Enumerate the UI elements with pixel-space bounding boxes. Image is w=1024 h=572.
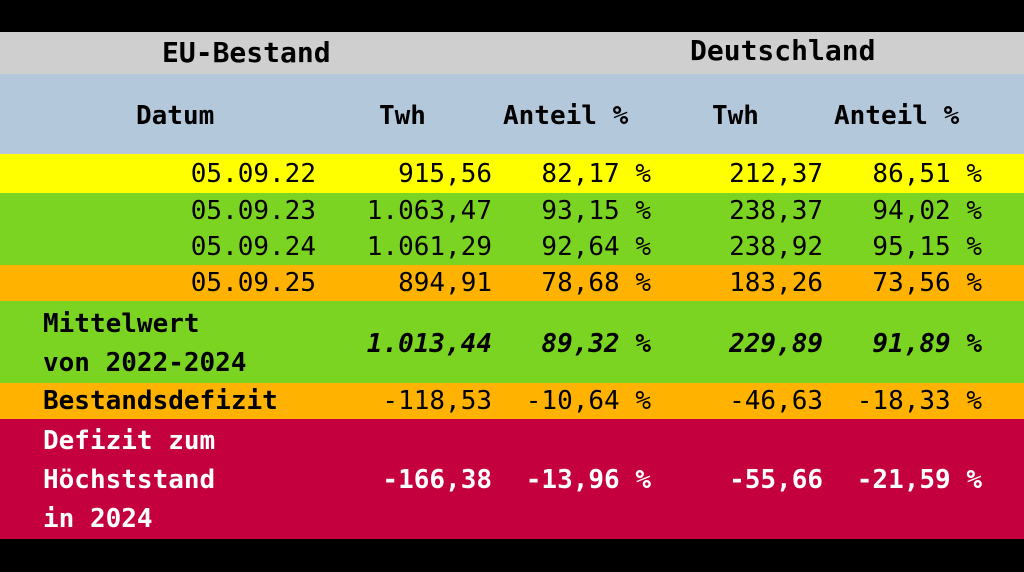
- col-header-twh-de: Twh: [712, 101, 759, 131]
- row-2024-eu-twh: 1.061,29: [366, 232, 492, 262]
- col-header-share-de: Anteil %: [834, 101, 960, 131]
- peak-deficit-eu-pct: -13,96 %: [525, 465, 651, 495]
- row-2025-eu-twh: 894,91: [398, 268, 492, 298]
- mean-label-line2: von 2022-2024: [43, 348, 247, 378]
- col-header-twh-eu: Twh: [379, 101, 426, 131]
- col-header-date: Datum: [136, 101, 215, 131]
- row-band-2025: [0, 265, 1024, 301]
- row-band-2023-2024: [0, 193, 1024, 265]
- mean-label-line1: Mittelwert: [43, 309, 200, 339]
- row-2024-date: 05.09.24: [190, 232, 316, 262]
- row-2024-de-twh: 238,92: [729, 232, 823, 262]
- mean-band: [0, 301, 1024, 383]
- deficit-eu-pct: -10,64 %: [525, 386, 651, 416]
- col-header-share-eu: Anteil %: [503, 101, 629, 131]
- peak-deficit-de-pct: -21,59 %: [856, 465, 982, 495]
- peak-deficit-eu-twh: -166,38: [382, 465, 492, 495]
- row-2023-de-twh: 238,37: [729, 196, 823, 226]
- row-2024-eu-pct: 92,64 %: [541, 232, 651, 262]
- mean-de-pct: 91,89 %: [872, 329, 982, 359]
- row-2024-de-pct: 95,15 %: [872, 232, 982, 262]
- de-title: Deutschland: [690, 34, 876, 67]
- deficit-eu-twh: -118,53: [382, 386, 492, 416]
- row-2025-eu-pct: 78,68 %: [541, 268, 651, 298]
- mean-de-twh: 229,89: [729, 329, 823, 359]
- row-2022-eu-twh: 915,56: [398, 159, 492, 189]
- row-2023-eu-pct: 93,15 %: [541, 196, 651, 226]
- row-2023-eu-twh: 1.063,47: [366, 196, 492, 226]
- row-2022-date: 05.09.22: [190, 159, 316, 189]
- column-header-band: [0, 74, 1024, 154]
- row-2022-eu-pct: 82,17 %: [541, 159, 651, 189]
- row-2022-de-pct: 86,51 %: [872, 159, 982, 189]
- mean-eu-pct: 89,32 %: [541, 329, 651, 359]
- peak-deficit-band: [0, 419, 1024, 539]
- row-band-2022: [0, 154, 1024, 193]
- deficit-de-pct: -18,33 %: [856, 386, 982, 416]
- peak-deficit-label-line1: Defizit zum: [43, 426, 216, 456]
- peak-deficit-label-line3: in 2024: [43, 504, 153, 534]
- deficit-de-twh: -46,63: [729, 386, 823, 416]
- row-2022-de-twh: 212,37: [729, 159, 823, 189]
- row-2025-date: 05.09.25: [190, 268, 316, 298]
- peak-deficit-de-twh: -55,66: [729, 465, 823, 495]
- mean-eu-twh: 1.013,44: [366, 329, 492, 359]
- deficit-label: Bestandsdefizit: [43, 386, 278, 416]
- deficit-band: [0, 383, 1024, 419]
- peak-deficit-label-line2: Höchststand: [43, 465, 216, 495]
- row-2023-de-pct: 94,02 %: [872, 196, 982, 226]
- eu-title: EU-Bestand: [162, 36, 331, 69]
- header-band: [0, 32, 1024, 74]
- row-2025-de-pct: 73,56 %: [872, 268, 982, 298]
- row-2023-date: 05.09.23: [190, 196, 316, 226]
- row-2025-de-twh: 183,26: [729, 268, 823, 298]
